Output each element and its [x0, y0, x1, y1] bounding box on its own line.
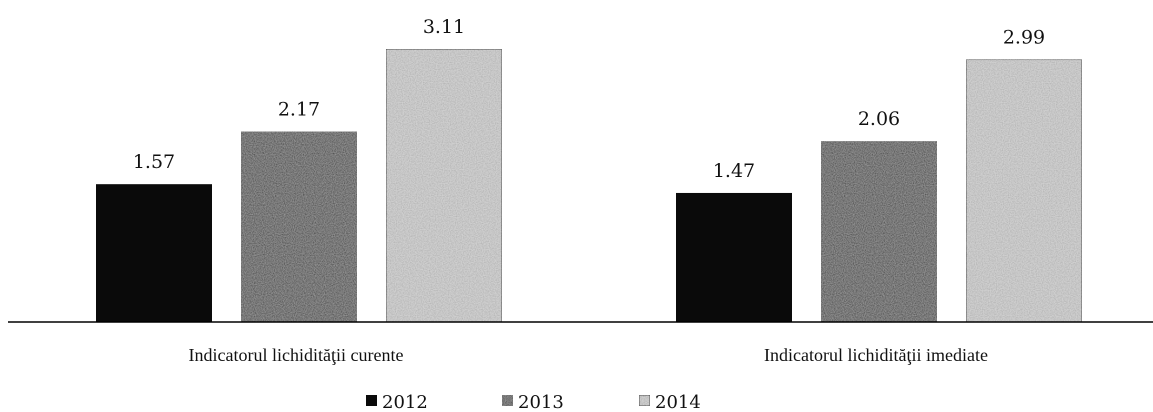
category-label-curente: Indicatorul lichidităţii curente [189, 345, 404, 365]
legend-label-2014: 2014 [655, 392, 701, 412]
data-label-2013-curente: 2.17 [278, 99, 320, 121]
legend-swatch-2014 [638, 394, 651, 407]
bars-layer [96, 48, 1083, 323]
bar-2014-curente [385, 48, 503, 323]
legend-swatch-2012 [366, 395, 377, 406]
legend: 2012 2013 2014 [366, 392, 701, 412]
bar-2012-curente [96, 184, 212, 322]
legend-label-2012: 2012 [382, 392, 428, 412]
bar-2014-imediate [965, 59, 1083, 323]
data-label-2014-curente: 3.11 [423, 16, 465, 38]
data-label-2014-imediate: 2.99 [1003, 27, 1045, 49]
legend-label-2013: 2013 [518, 392, 564, 412]
data-label-2012-imediate: 1.47 [713, 160, 755, 182]
bar-2013-imediate [821, 141, 937, 322]
category-label-imediate: Indicatorul lichidităţii imediate [764, 345, 988, 365]
data-label-2012-curente: 1.57 [133, 151, 175, 173]
category-labels-layer: Indicatorul lichidităţii curente Indicato… [189, 345, 988, 365]
data-labels-layer: 1.57 1.47 2.17 2.06 3.11 2.99 [133, 16, 1045, 182]
data-label-2013-imediate: 2.06 [858, 108, 900, 130]
legend-swatch-2013 [502, 395, 513, 406]
bar-2013-curente [241, 131, 357, 322]
bar-2012-imediate [676, 192, 792, 322]
